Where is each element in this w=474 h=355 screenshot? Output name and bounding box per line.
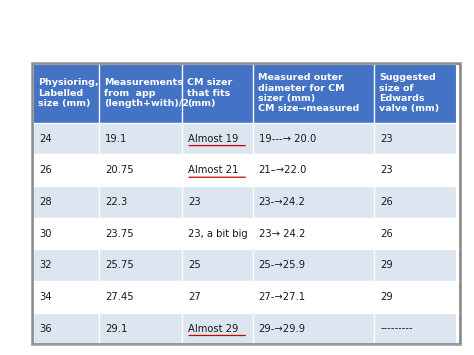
Text: 29.1: 29.1: [105, 323, 128, 334]
Bar: [182, 218, 253, 250]
Text: 30: 30: [39, 229, 51, 239]
Bar: [253, 64, 374, 123]
Bar: [374, 313, 456, 344]
Bar: [374, 281, 456, 313]
Text: 26: 26: [380, 229, 393, 239]
Bar: [182, 154, 253, 186]
Text: 23: 23: [380, 165, 393, 175]
Bar: [253, 154, 374, 186]
Bar: [99, 186, 182, 218]
Bar: [99, 64, 182, 123]
Bar: [253, 250, 374, 281]
Text: 29: 29: [380, 292, 393, 302]
Text: Almost 29: Almost 29: [188, 323, 238, 334]
Bar: [253, 313, 374, 344]
Bar: [182, 313, 253, 344]
Text: 25: 25: [188, 260, 201, 270]
Bar: [374, 186, 456, 218]
Text: 20.75: 20.75: [105, 165, 134, 175]
Text: CM sizer
that fits
(mm): CM sizer that fits (mm): [187, 78, 232, 108]
Bar: [374, 250, 456, 281]
Text: Almost 21: Almost 21: [188, 165, 238, 175]
Bar: [182, 186, 253, 218]
Bar: [253, 186, 374, 218]
Bar: [33, 64, 460, 344]
Text: 19.1: 19.1: [105, 133, 128, 144]
Text: Measurements
from  app
(length+with)/2: Measurements from app (length+with)/2: [104, 78, 189, 108]
Text: Almost 19: Almost 19: [188, 133, 238, 144]
Text: 34: 34: [39, 292, 51, 302]
Text: ---------: ---------: [380, 323, 413, 334]
Text: 36: 36: [39, 323, 52, 334]
Bar: [33, 218, 99, 250]
Bar: [99, 250, 182, 281]
Bar: [99, 281, 182, 313]
Text: 23-→24.2: 23-→24.2: [259, 197, 305, 207]
Text: 32: 32: [39, 260, 52, 270]
Bar: [99, 218, 182, 250]
Text: 25.75: 25.75: [105, 260, 134, 270]
Text: 21–→22.0: 21–→22.0: [259, 165, 307, 175]
Text: 27.45: 27.45: [105, 292, 134, 302]
Text: 19---→ 20.0: 19---→ 20.0: [259, 133, 316, 144]
Text: 27-→27.1: 27-→27.1: [259, 292, 306, 302]
Bar: [374, 123, 456, 154]
Text: Physioring,
Labelled
size (mm): Physioring, Labelled size (mm): [38, 78, 99, 108]
Bar: [99, 313, 182, 344]
Bar: [182, 64, 253, 123]
Bar: [33, 64, 460, 344]
Bar: [182, 281, 253, 313]
Bar: [33, 313, 99, 344]
Bar: [99, 154, 182, 186]
Bar: [374, 154, 456, 186]
Bar: [182, 250, 253, 281]
Bar: [33, 64, 99, 123]
Text: 23.75: 23.75: [105, 229, 134, 239]
Bar: [33, 250, 99, 281]
Text: 23: 23: [188, 197, 201, 207]
Text: 22.3: 22.3: [105, 197, 127, 207]
Bar: [33, 281, 99, 313]
Text: Measured outer
diameter for CM
sizer (mm)
CM size→measured: Measured outer diameter for CM sizer (mm…: [257, 73, 359, 114]
Text: 24: 24: [39, 133, 52, 144]
Bar: [33, 123, 99, 154]
Bar: [253, 281, 374, 313]
Text: 29-→29.9: 29-→29.9: [259, 323, 306, 334]
Text: 23, a bit big: 23, a bit big: [188, 229, 248, 239]
Text: 23: 23: [380, 133, 393, 144]
Text: 26: 26: [380, 197, 393, 207]
Bar: [253, 123, 374, 154]
Bar: [33, 154, 99, 186]
Bar: [31, 62, 462, 346]
Text: 25-→25.9: 25-→25.9: [259, 260, 306, 270]
Bar: [182, 123, 253, 154]
Text: 23→ 24.2: 23→ 24.2: [259, 229, 305, 239]
Bar: [33, 186, 99, 218]
Text: 26: 26: [39, 165, 52, 175]
Text: 29: 29: [380, 260, 393, 270]
Text: Suggested
size of
Edwards
valve (mm): Suggested size of Edwards valve (mm): [379, 73, 439, 114]
Text: 27: 27: [188, 292, 201, 302]
Text: 28: 28: [39, 197, 52, 207]
Bar: [374, 218, 456, 250]
Bar: [99, 123, 182, 154]
Bar: [253, 218, 374, 250]
Bar: [374, 64, 456, 123]
